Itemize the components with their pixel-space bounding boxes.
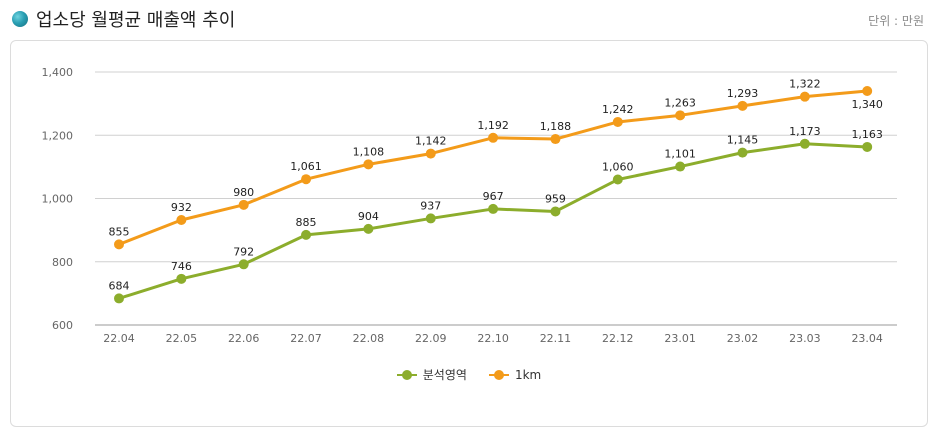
legend-label: 1km [514, 367, 542, 382]
data-point [301, 174, 312, 185]
y-tick-label: 600 [52, 319, 73, 332]
line-chart: 600 800 1,000 1,200 1,400 22.04 22.05 22.06 22.0… [42, 66, 897, 345]
legend-marker-icon [488, 369, 509, 380]
data-point [425, 213, 436, 224]
y-tick-label: 1,400 [42, 66, 74, 79]
data-point [425, 148, 436, 159]
legend-marker-icon [396, 369, 417, 380]
data-point [799, 138, 810, 149]
data-point [238, 199, 249, 210]
x-tick-label: 23.04 [851, 332, 883, 345]
data-label: 1,188 [540, 120, 572, 133]
x-tick-label: 22.07 [290, 332, 322, 345]
series-line [118, 142, 868, 300]
x-tick-label: 22.09 [415, 332, 447, 345]
x-tick-label: 23.01 [664, 332, 696, 345]
data-point [238, 259, 249, 270]
x-tick-label: 22.08 [353, 332, 385, 345]
chart-header: 업소당 월평균 매출액 추이 [12, 4, 235, 34]
data-label: 937 [420, 199, 441, 212]
page-title: 업소당 월평균 매출액 추이 [36, 10, 236, 31]
data-label: 1,108 [353, 145, 385, 158]
data-label: 855 [109, 225, 130, 238]
data-point [488, 203, 499, 214]
data-point [550, 134, 561, 145]
data-point [862, 85, 873, 96]
data-point [675, 161, 686, 172]
x-tick-label: 22.12 [602, 332, 634, 345]
data-label: 1,163 [851, 128, 883, 141]
data-label: 684 [109, 279, 130, 292]
data-point [488, 132, 499, 143]
data-point [550, 206, 561, 217]
x-tick-label: 22.11 [540, 332, 572, 345]
data-label: 967 [483, 190, 504, 203]
legend-item: 분석영역 [396, 366, 467, 383]
y-tick-label: 1,200 [42, 129, 74, 142]
data-label: 1,322 [789, 78, 821, 91]
legend-item: 1km [488, 366, 542, 383]
data-point [612, 116, 623, 127]
unit-label: 단위 : 만원 [868, 14, 924, 28]
data-label: 1,263 [664, 96, 696, 109]
data-label: 885 [296, 216, 317, 229]
x-tick-label: 23.02 [727, 332, 759, 345]
x-tick-label: 23.03 [789, 332, 821, 345]
data-label: 1,061 [290, 160, 322, 173]
data-point [114, 293, 124, 304]
data-point [363, 159, 374, 170]
data-label: 904 [358, 210, 379, 223]
data-point [612, 174, 623, 185]
data-point [675, 110, 686, 121]
data-point [114, 239, 124, 250]
data-label: 1,101 [664, 148, 696, 161]
series-line [118, 89, 868, 246]
legend-label: 분석영역 [422, 368, 467, 382]
chart-legend: 분석영역 1km [11, 366, 927, 383]
x-tick-label: 22.06 [228, 332, 260, 345]
data-label: 1,293 [727, 87, 759, 100]
data-point [176, 215, 187, 226]
data-point [301, 229, 312, 240]
data-label: 792 [233, 245, 254, 258]
data-label: 1,145 [727, 134, 759, 147]
x-tick-label: 22.10 [477, 332, 509, 345]
y-tick-label: 1,000 [42, 193, 74, 206]
data-label: 746 [171, 260, 192, 273]
y-tick-label: 800 [52, 256, 73, 269]
data-point [862, 141, 873, 152]
data-label: 932 [171, 201, 192, 214]
data-label: 1,142 [415, 135, 447, 148]
data-label: 1,340 [851, 98, 883, 111]
chart-panel: 600 800 1,000 1,200 1,400 22.04 22.05 22.06 22.0… [10, 40, 928, 427]
data-point [363, 223, 374, 234]
data-point [737, 147, 748, 158]
x-tick-label: 22.05 [166, 332, 198, 345]
data-point [799, 91, 810, 102]
data-point [737, 100, 748, 111]
data-label: 1,192 [477, 119, 509, 132]
data-point [176, 273, 187, 284]
data-label: 1,173 [789, 125, 821, 138]
x-tick-label: 22.04 [103, 332, 135, 345]
data-label: 980 [233, 186, 254, 199]
title-bullet-icon [12, 11, 28, 27]
data-label: 1,060 [602, 161, 634, 174]
data-label: 1,242 [602, 103, 634, 116]
data-label: 959 [545, 192, 566, 205]
